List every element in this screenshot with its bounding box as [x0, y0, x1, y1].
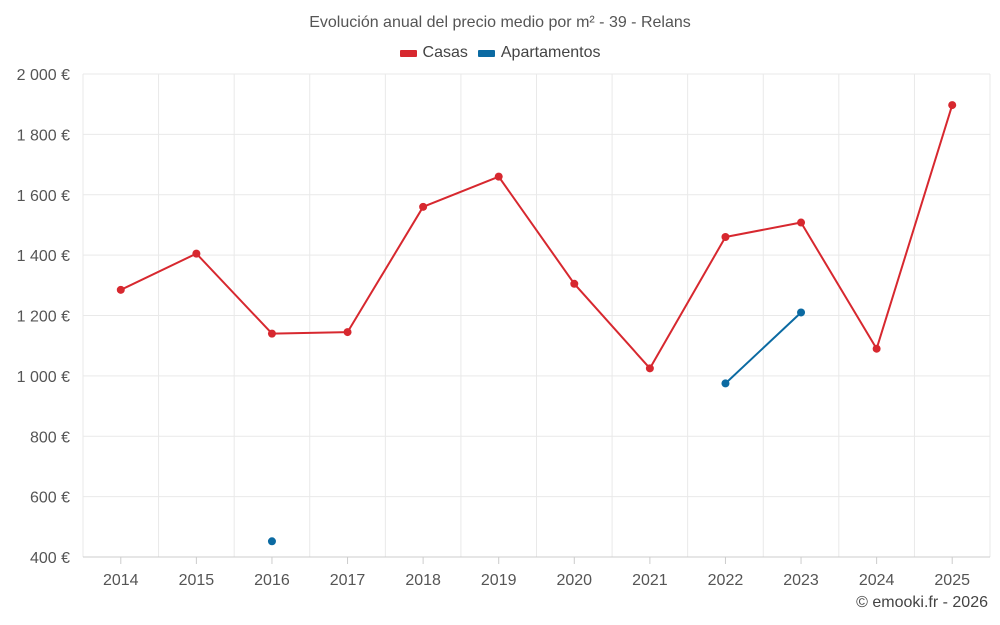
y-tick-label: 1 600 €: [17, 188, 70, 205]
x-tick-label: 2019: [481, 572, 517, 589]
y-tick-label: 1 200 €: [17, 309, 70, 326]
x-tick-label: 2017: [330, 572, 366, 589]
y-tick-label: 400 €: [30, 550, 70, 567]
legend: Casas Apartamentos: [0, 44, 1000, 62]
data-point-casas: [570, 279, 579, 288]
data-point-casas: [343, 328, 352, 337]
y-tick-label: 1 400 €: [17, 248, 70, 265]
data-point-casas: [419, 202, 428, 211]
x-tick-label: 2021: [632, 572, 668, 589]
x-tick-label: 2016: [254, 572, 290, 589]
x-tick-label: 2024: [859, 572, 895, 589]
grid: [82, 73, 991, 557]
data-point-casas: [948, 101, 957, 110]
data-point-apartamentos: [267, 537, 276, 546]
x-tick-label: 2023: [783, 572, 819, 589]
series-layer: [116, 101, 957, 546]
legend-label-apartamentos: Apartamentos: [500, 44, 601, 61]
y-tick-label: 1 800 €: [17, 127, 70, 144]
y-tick-label: 600 €: [30, 490, 70, 507]
data-point-casas: [267, 329, 276, 338]
credit-text: © emooki.fr - 2026: [856, 594, 988, 611]
data-point-casas: [116, 285, 125, 294]
x-tick-label: 2014: [103, 572, 139, 589]
data-point-casas: [721, 233, 730, 242]
data-point-apartamentos: [797, 308, 806, 317]
data-point-casas: [872, 344, 881, 353]
data-point-casas: [797, 218, 806, 227]
legend-item-apartamentos[interactable]: Apartamentos: [477, 44, 601, 62]
data-point-casas: [645, 364, 654, 373]
x-tick-label: 2022: [708, 572, 744, 589]
legend-label-casas: Casas: [422, 44, 468, 61]
y-tick-label: 2 000 €: [17, 67, 70, 84]
x-tick-label: 2018: [405, 572, 441, 589]
data-point-apartamentos: [721, 379, 730, 388]
axes: 400 € 600 € 800 € 1 000 € 1 200 € 1 400 € 1 60…: [17, 67, 990, 589]
y-tick-label: 800 €: [30, 429, 70, 446]
series-line-apartamentos: [724, 311, 802, 385]
series-line-casas: [120, 104, 954, 370]
x-tick-label: 2025: [934, 572, 970, 589]
legend-swatch-casas: [399, 49, 417, 57]
data-point-casas: [494, 172, 503, 181]
data-point-casas: [192, 249, 201, 258]
x-tick-label: 2020: [556, 572, 592, 589]
x-tick-label: 2015: [179, 572, 215, 589]
y-tick-label: 1 000 €: [17, 369, 70, 386]
legend-swatch-apartamentos: [477, 49, 495, 57]
legend-item-casas[interactable]: Casas: [399, 44, 468, 62]
chart-title: Evolución anual del precio medio por m² …: [309, 14, 691, 31]
